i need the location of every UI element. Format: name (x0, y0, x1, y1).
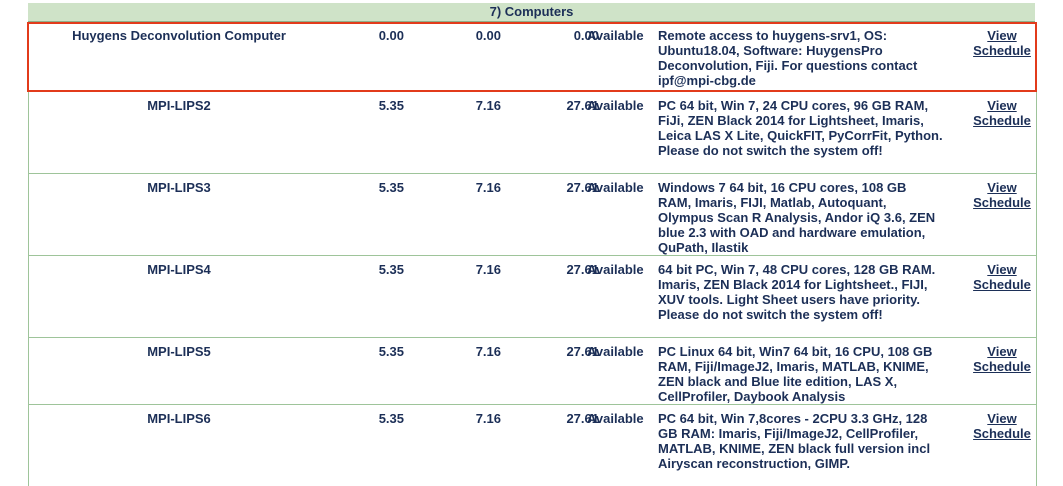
view-schedule-link[interactable]: View Schedule (967, 98, 1037, 128)
status-text: Available (587, 411, 644, 426)
schedule-link-text[interactable]: Schedule (973, 359, 1031, 374)
rate-value-1: 5.35 (378, 98, 404, 113)
resource-description: 64 bit PC, Win 7, 48 CPU cores, 128 GB R… (658, 262, 936, 322)
computers-table: Huygens Deconvolution Computer 0.00 0.00… (28, 22, 1037, 486)
rate-value-1: 5.35 (378, 262, 404, 277)
resource-description: PC Linux 64 bit, Win7 64 bit, 16 CPU, 10… (658, 344, 933, 404)
table-row: Huygens Deconvolution Computer 0.00 0.00… (29, 22, 1036, 92)
view-link-text[interactable]: View (987, 411, 1017, 426)
resource-name: Huygens Deconvolution Computer (72, 28, 286, 43)
resource-name: MPI-LIPS4 (147, 262, 211, 277)
rate-value-3: 27.61 (566, 411, 599, 426)
view-link-text[interactable]: View (987, 28, 1017, 43)
view-schedule-link[interactable]: View Schedule (967, 344, 1037, 374)
table-row: MPI-LIPS2 5.35 7.16 27.61 Available PC 6… (29, 92, 1036, 174)
resource-description: PC 64 bit, Win 7,8cores - 2CPU 3.3 GHz, … (658, 411, 931, 471)
status-text: Available (587, 262, 644, 277)
rate-value-3: 0.00 (573, 28, 599, 43)
view-link-text[interactable]: View (987, 98, 1017, 113)
schedule-link-text[interactable]: Schedule (973, 113, 1031, 128)
view-link-text[interactable]: View (987, 180, 1017, 195)
section-header: 7) Computers (28, 3, 1035, 22)
table-row: MPI-LIPS3 5.35 7.16 27.61 Available Wind… (29, 174, 1036, 256)
resource-name: MPI-LIPS6 (147, 411, 211, 426)
status-text: Available (587, 344, 644, 359)
resource-name: MPI-LIPS3 (147, 180, 211, 195)
view-schedule-link[interactable]: View Schedule (967, 180, 1037, 210)
rate-value-3: 27.61 (566, 262, 599, 277)
view-link-text[interactable]: View (987, 344, 1017, 359)
status-text: Available (587, 180, 644, 195)
table-row: MPI-LIPS5 5.35 7.16 27.61 Available PC L… (29, 338, 1036, 405)
rate-value-3: 27.61 (566, 180, 599, 195)
rate-value-2: 7.16 (475, 344, 501, 359)
table-row: MPI-LIPS4 5.35 7.16 27.61 Available 64 b… (29, 256, 1036, 338)
rate-value-3: 27.61 (566, 98, 599, 113)
view-schedule-link[interactable]: View Schedule (967, 28, 1037, 58)
rate-value-1: 5.35 (378, 180, 404, 195)
view-link-text[interactable]: View (987, 262, 1017, 277)
rate-value-2: 7.16 (475, 180, 501, 195)
view-schedule-link[interactable]: View Schedule (967, 411, 1037, 441)
rate-value-2: 7.16 (475, 98, 501, 113)
rate-value-2: 7.16 (475, 262, 501, 277)
schedule-link-text[interactable]: Schedule (973, 195, 1031, 210)
schedule-link-text[interactable]: Schedule (973, 426, 1031, 441)
rate-value-3: 27.61 (566, 344, 599, 359)
view-schedule-link[interactable]: View Schedule (967, 262, 1037, 292)
resource-description: Windows 7 64 bit, 16 CPU cores, 108 GB R… (658, 180, 936, 255)
resource-description: Remote access to huygens-srv1, OS: Ubunt… (658, 28, 918, 88)
rate-value-2: 7.16 (475, 411, 501, 426)
rate-value-2: 0.00 (475, 28, 501, 43)
rate-value-1: 0.00 (378, 28, 404, 43)
rate-value-1: 5.35 (378, 344, 404, 359)
resource-name: MPI-LIPS5 (147, 344, 211, 359)
table-row: MPI-LIPS6 5.35 7.16 27.61 Available PC 6… (29, 405, 1036, 486)
rate-value-1: 5.35 (378, 411, 404, 426)
schedule-link-text[interactable]: Schedule (973, 277, 1031, 292)
schedule-link-text[interactable]: Schedule (973, 43, 1031, 58)
status-text: Available (587, 28, 644, 43)
resource-description: PC 64 bit, Win 7, 24 CPU cores, 96 GB RA… (658, 98, 943, 158)
resource-name: MPI-LIPS2 (147, 98, 211, 113)
status-text: Available (587, 98, 644, 113)
